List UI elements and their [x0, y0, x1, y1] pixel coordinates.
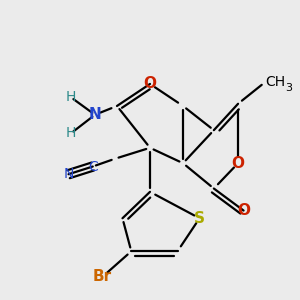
Text: 3: 3 — [285, 83, 292, 93]
Text: H: H — [66, 127, 76, 140]
Text: CH: CH — [266, 75, 286, 89]
Text: N: N — [88, 107, 101, 122]
Text: O: O — [237, 203, 250, 218]
Text: O: O — [143, 76, 157, 92]
Text: C: C — [88, 160, 98, 173]
Text: S: S — [194, 211, 205, 226]
Text: H: H — [66, 90, 76, 104]
Text: Br: Br — [93, 269, 112, 284]
Text: O: O — [232, 156, 244, 171]
Text: N: N — [63, 167, 74, 181]
